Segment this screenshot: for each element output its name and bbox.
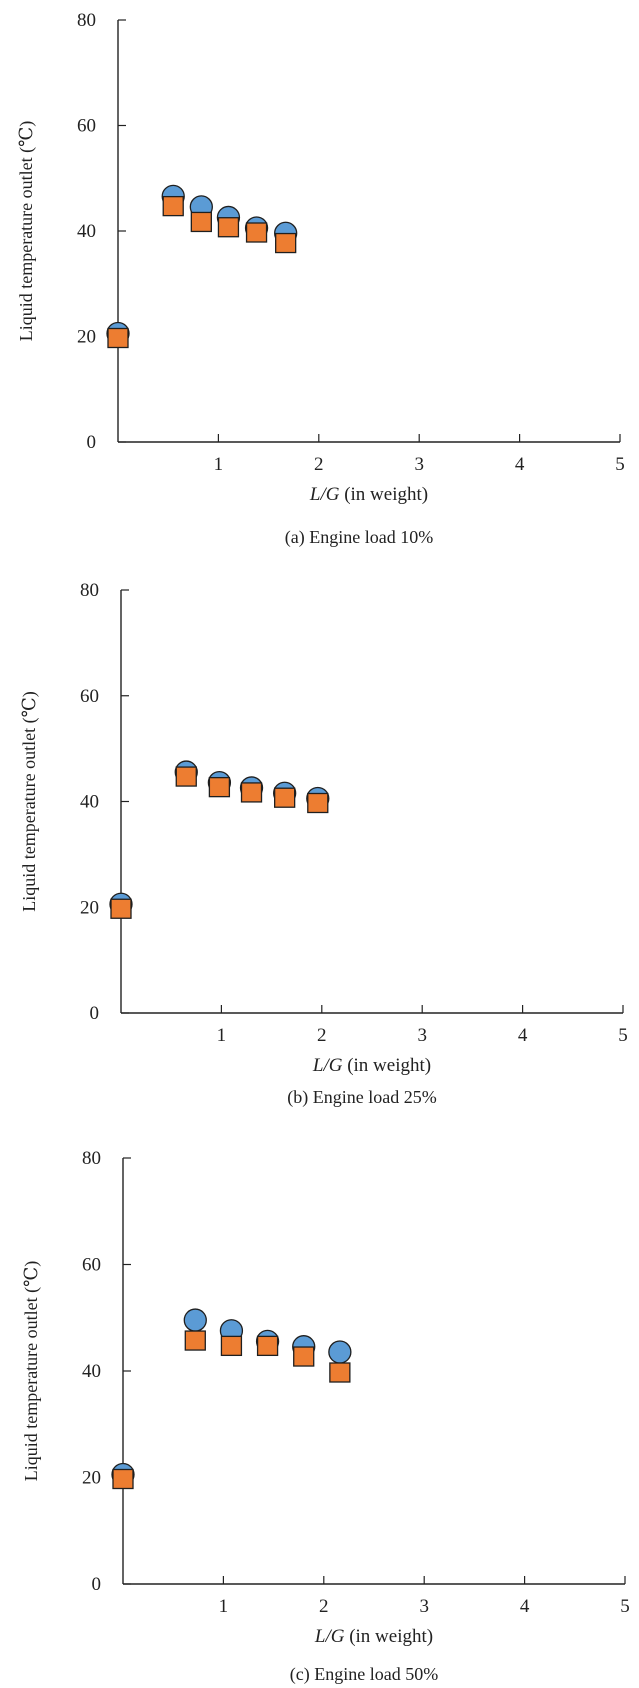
- data-point-square: [240, 782, 263, 803]
- chart-panel-0: 0 20 40 60 80 1 2 3 4 5 Liquid temperature outlet …: [16, 10, 625, 548]
- y-tick-label: 0: [87, 432, 97, 453]
- data-point-square: [220, 1335, 243, 1357]
- y-axis-label: Liquid temperature outlet (℃): [21, 1261, 42, 1482]
- x-axis-label-rest: (in weight): [344, 1626, 433, 1647]
- panel-caption: (a) Engine load 10%: [285, 527, 433, 548]
- x-tick-label: 3: [414, 454, 424, 475]
- data-point-square: [184, 1330, 206, 1351]
- x-tick-label: 5: [615, 454, 625, 475]
- y-tick-label: 60: [77, 116, 96, 137]
- x-axis-label-italic: L/G: [312, 1055, 343, 1076]
- y-tick-label: 20: [82, 1468, 101, 1489]
- x-tick-label: 2: [317, 1025, 327, 1046]
- chart-panel-1: 0 20 40 60 80 1 2 3 4 5 Liquid temperature outlet …: [19, 580, 628, 1108]
- y-tick-label: 60: [80, 686, 99, 707]
- data-point-square: [293, 1346, 315, 1367]
- data-point-circle: [328, 1340, 352, 1364]
- data-point-square: [107, 327, 129, 349]
- y-tick-label: 80: [80, 580, 99, 601]
- x-axis-label: L/G (in weight): [312, 1055, 431, 1076]
- x-axis-label-italic: L/G: [314, 1626, 345, 1647]
- x-axis-label: L/G (in weight): [314, 1626, 433, 1647]
- data-point-square: [175, 766, 197, 787]
- x-tick-label: 3: [417, 1025, 427, 1046]
- x-tick-label: 5: [620, 1596, 630, 1617]
- x-tick-label: 1: [219, 1596, 229, 1617]
- chart-panel-2: 0 20 40 60 80 1 2 3 4 5 Liquid temperature outlet …: [21, 1148, 630, 1685]
- y-tick-label: 80: [77, 10, 96, 31]
- x-tick-label: 4: [520, 1596, 530, 1617]
- data-point-square: [329, 1362, 351, 1383]
- data-point-square: [256, 1335, 279, 1357]
- x-tick-label: 3: [419, 1596, 429, 1617]
- x-tick-label: 4: [515, 454, 525, 475]
- data-point-circle: [183, 1308, 207, 1332]
- x-tick-label: 2: [319, 1596, 329, 1617]
- y-tick-label: 0: [90, 1003, 100, 1024]
- y-axis-label: Liquid temperature outlet (℃): [19, 691, 40, 912]
- data-point-square: [307, 792, 329, 814]
- panel-caption: (b) Engine load 25%: [287, 1087, 436, 1108]
- y-tick-label: 60: [82, 1255, 101, 1276]
- x-tick-label: 5: [618, 1025, 628, 1046]
- panel-caption: (c) Engine load 50%: [290, 1664, 438, 1685]
- data-point-square: [110, 898, 132, 919]
- x-axis-label-rest: (in weight): [342, 1055, 431, 1076]
- y-axis-label: Liquid temperature outlet (℃): [16, 121, 37, 342]
- data-point-square: [217, 217, 240, 238]
- data-point-square: [245, 222, 268, 243]
- data-point-square: [190, 211, 212, 233]
- y-tick-label: 40: [82, 1361, 101, 1382]
- x-axis-label-italic: L/G: [309, 484, 340, 505]
- data-point-square: [208, 776, 231, 798]
- x-axis-label-rest: (in weight): [339, 484, 428, 505]
- x-tick-label: 1: [217, 1025, 227, 1046]
- x-axis-label: L/G (in weight): [309, 484, 428, 505]
- x-tick-label: 2: [314, 454, 324, 475]
- y-tick-label: 80: [82, 1148, 101, 1169]
- x-tick-label: 4: [518, 1025, 528, 1046]
- y-tick-label: 20: [77, 327, 96, 348]
- data-point-square: [162, 195, 184, 217]
- y-tick-label: 40: [77, 221, 96, 242]
- data-point-square: [112, 1468, 134, 1490]
- y-tick-label: 40: [80, 792, 99, 813]
- y-tick-label: 20: [80, 897, 99, 918]
- y-tick-label: 0: [92, 1574, 102, 1595]
- x-tick-label: 1: [214, 454, 224, 475]
- data-point-square: [274, 787, 296, 808]
- data-point-square: [275, 232, 297, 254]
